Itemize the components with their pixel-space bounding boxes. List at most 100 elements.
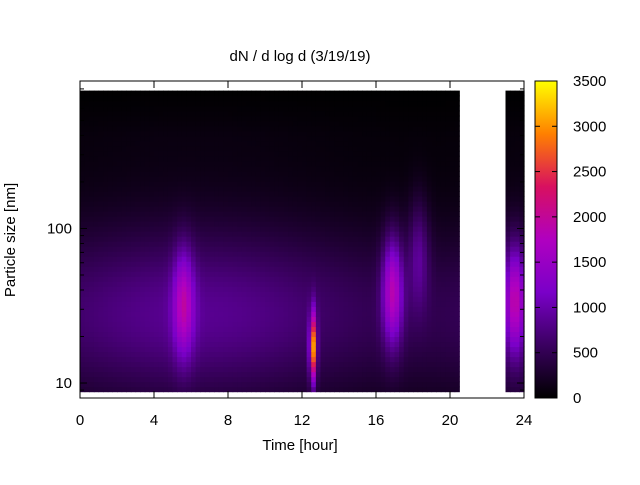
heatmap-cell [376,205,382,212]
heatmap-cell [445,221,451,227]
heatmap-cell [413,296,419,302]
heatmap-cell [306,145,312,152]
heatmap-cell [172,361,178,368]
heatmap-cell [413,376,419,383]
heatmap-cell [112,351,118,358]
heatmap-cell [348,281,354,287]
heatmap-cell [288,356,294,363]
heatmap-cell [265,371,271,378]
heatmap-cell [232,231,238,237]
heatmap-cell [172,231,178,237]
heatmap-cell [89,241,95,247]
heatmap-cell [389,286,396,292]
heatmap-cell [450,271,456,277]
heatmap-cell [320,341,326,348]
heatmap-cell [311,361,317,368]
heatmap-cell [320,190,326,197]
heatmap-cell [246,95,252,102]
heatmap-cell [445,185,451,192]
heatmap-cell [121,386,127,393]
heatmap-cell [186,90,192,97]
heatmap-cell [311,261,317,267]
heatmap-cell [191,351,197,358]
heatmap-cell [241,331,248,338]
heatmap-cell [366,376,372,383]
heatmap-cell [107,256,113,262]
heatmap-cell [121,256,127,262]
heatmap-cell [334,281,340,287]
heatmap-cell [315,221,322,227]
heatmap-cell [121,321,127,327]
heatmap-cell [214,150,220,157]
heatmap-cell [403,271,409,277]
heatmap-cell [167,205,174,212]
heatmap-cell [352,190,359,197]
heatmap-cell [339,316,345,322]
heatmap-cell [260,246,266,252]
heatmap-cell [278,236,285,242]
heatmap-cell [251,226,257,232]
heatmap-cell [246,155,252,162]
heatmap-cell [80,386,86,393]
heatmap-cell [255,195,261,202]
heatmap-cell [121,366,127,373]
heatmap-cell [426,200,433,207]
heatmap-cell [121,246,127,252]
heatmap-cell [362,170,368,177]
heatmap-cell [389,256,396,262]
heatmap-cell [140,346,146,353]
heatmap-cell [154,155,160,162]
heatmap-cell [121,221,127,227]
heatmap-cell [167,286,174,292]
heatmap-cell [89,266,95,272]
heatmap-cell [417,190,423,197]
heatmap-cell [348,261,354,267]
heatmap-cell [204,170,211,177]
heatmap-cell [274,301,280,307]
heatmap-cell [126,145,132,152]
heatmap-cell [394,271,400,277]
heatmap-cell [172,301,178,307]
heatmap-cell [334,216,340,222]
heatmap-cell [454,266,460,272]
heatmap-cell [144,200,150,207]
heatmap-cell [246,371,252,378]
heatmap-cell [228,296,234,302]
heatmap-cell [269,241,275,247]
heatmap-cell [454,100,460,107]
heatmap-cell [228,155,234,162]
heatmap-cell [431,336,437,343]
heatmap-cell [232,276,238,282]
heatmap-cell [177,90,183,97]
heatmap-cell [306,321,312,327]
heatmap-cell [362,125,368,132]
heatmap-cell [126,346,132,353]
heatmap-cell [154,381,160,388]
heatmap-cell [311,296,317,302]
heatmap-cell [84,90,90,97]
heatmap-cell [357,200,363,207]
heatmap-cell [232,246,238,252]
heatmap-cell [265,256,271,262]
heatmap-cell [163,211,169,217]
heatmap-cell [297,286,303,292]
heatmap-cell [385,331,391,338]
heatmap-cell [436,100,442,107]
heatmap-cell [297,105,303,112]
heatmap-cell [352,115,359,122]
heatmap-cell [366,160,372,167]
heatmap-cell [126,261,132,267]
heatmap-cell [167,276,174,282]
heatmap-cell [191,266,197,272]
heatmap-cell [237,316,243,322]
heatmap-cell [255,180,261,187]
heatmap-cell [315,321,322,327]
heatmap-cell [357,331,363,338]
heatmap-cell [288,145,294,152]
heatmap-cell [394,145,400,152]
heatmap-cell [195,381,201,388]
heatmap-cell [385,371,391,378]
heatmap-cell [454,351,460,358]
heatmap-cell [505,291,511,297]
heatmap-cell [403,150,409,157]
